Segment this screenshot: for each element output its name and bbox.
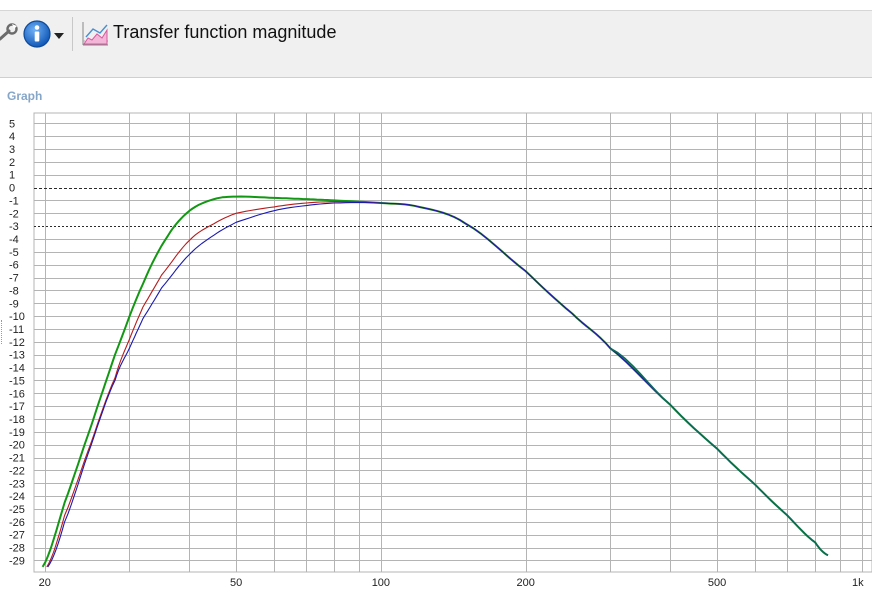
y-tick-label: -29 (9, 555, 25, 567)
y-tick-label: -28 (9, 543, 25, 555)
y-tick-label: 3 (9, 144, 15, 156)
y-tick-label: -4 (9, 234, 19, 246)
dropdown-arrow-icon[interactable] (53, 28, 65, 39)
x-tick-label: 100 (372, 577, 390, 589)
toolbar-title: Transfer function magnitude (113, 22, 337, 42)
y-tick-label: -11 (9, 324, 24, 336)
y-tick-label: -13 (9, 350, 25, 362)
x-tick-label: 500 (708, 577, 726, 589)
y-tick-label: -17 (9, 401, 25, 413)
y-tick-label: -5 (9, 247, 19, 259)
y-tick-label: -25 (9, 504, 25, 516)
graph-section-label: Graph (7, 89, 43, 103)
y-tick-label: -27 (9, 530, 25, 542)
y-tick-label: -3 (9, 221, 19, 233)
y-tick-label: 4 (9, 131, 15, 143)
y-tick-label: -1 (9, 195, 19, 207)
y-tick-label: -6 (9, 260, 19, 272)
y-tick-label: -10 (9, 311, 25, 323)
y-tick-label: -14 (9, 363, 25, 375)
y-tick-label: -24 (9, 491, 25, 503)
x-tick-label: 200 (516, 577, 534, 589)
grid (33, 112, 872, 573)
y-tick-label: -22 (9, 465, 25, 477)
y-tick-label: -20 (9, 440, 25, 452)
y-tick-label: -15 (9, 375, 25, 387)
y-tick-label: -19 (9, 427, 25, 439)
y-tick-label: -7 (9, 273, 19, 285)
series-lines (41, 195, 829, 568)
y-axis-tick-labels: 543210-1-2-3-4-5-6-7-8-9-10-11-12-13-14-… (9, 118, 25, 567)
y-tick-label: -18 (9, 414, 25, 426)
y-tick-label: 0 (9, 183, 15, 195)
y-tick-label: -9 (9, 298, 19, 310)
x-axis-tick-labels: 20 50 100 200 500 1k (39, 577, 865, 589)
toolbar-separator (72, 17, 73, 51)
y-tick-label: 5 (9, 118, 15, 130)
x-tick-label: 1k (852, 577, 864, 589)
y-tick-label: 2 (9, 157, 15, 169)
graph-icon[interactable] (80, 20, 110, 48)
toolbar: Transfer function magnitude (0, 10, 872, 78)
y-tick-label: -12 (9, 337, 25, 349)
info-icon[interactable] (22, 19, 52, 49)
y-tick-label: -21 (9, 453, 25, 465)
x-tick-label: 50 (230, 577, 242, 589)
y-tick-label: -23 (9, 478, 25, 490)
y-tick-label: 1 (9, 170, 15, 182)
x-tick-label: 20 (39, 577, 51, 589)
y-tick-label: -26 (9, 517, 25, 529)
y-tick-label: -2 (9, 208, 19, 220)
window-top-edge (0, 0, 872, 10)
transfer-function-chart: 543210-1-2-3-4-5-6-7-8-9-10-11-12-13-14-… (9, 112, 872, 589)
y-tick-label: -8 (9, 285, 19, 297)
wrench-icon[interactable] (0, 23, 18, 45)
teal-series-line (609, 347, 829, 556)
resize-grip[interactable] (1, 320, 5, 344)
y-tick-label: -16 (9, 388, 25, 400)
